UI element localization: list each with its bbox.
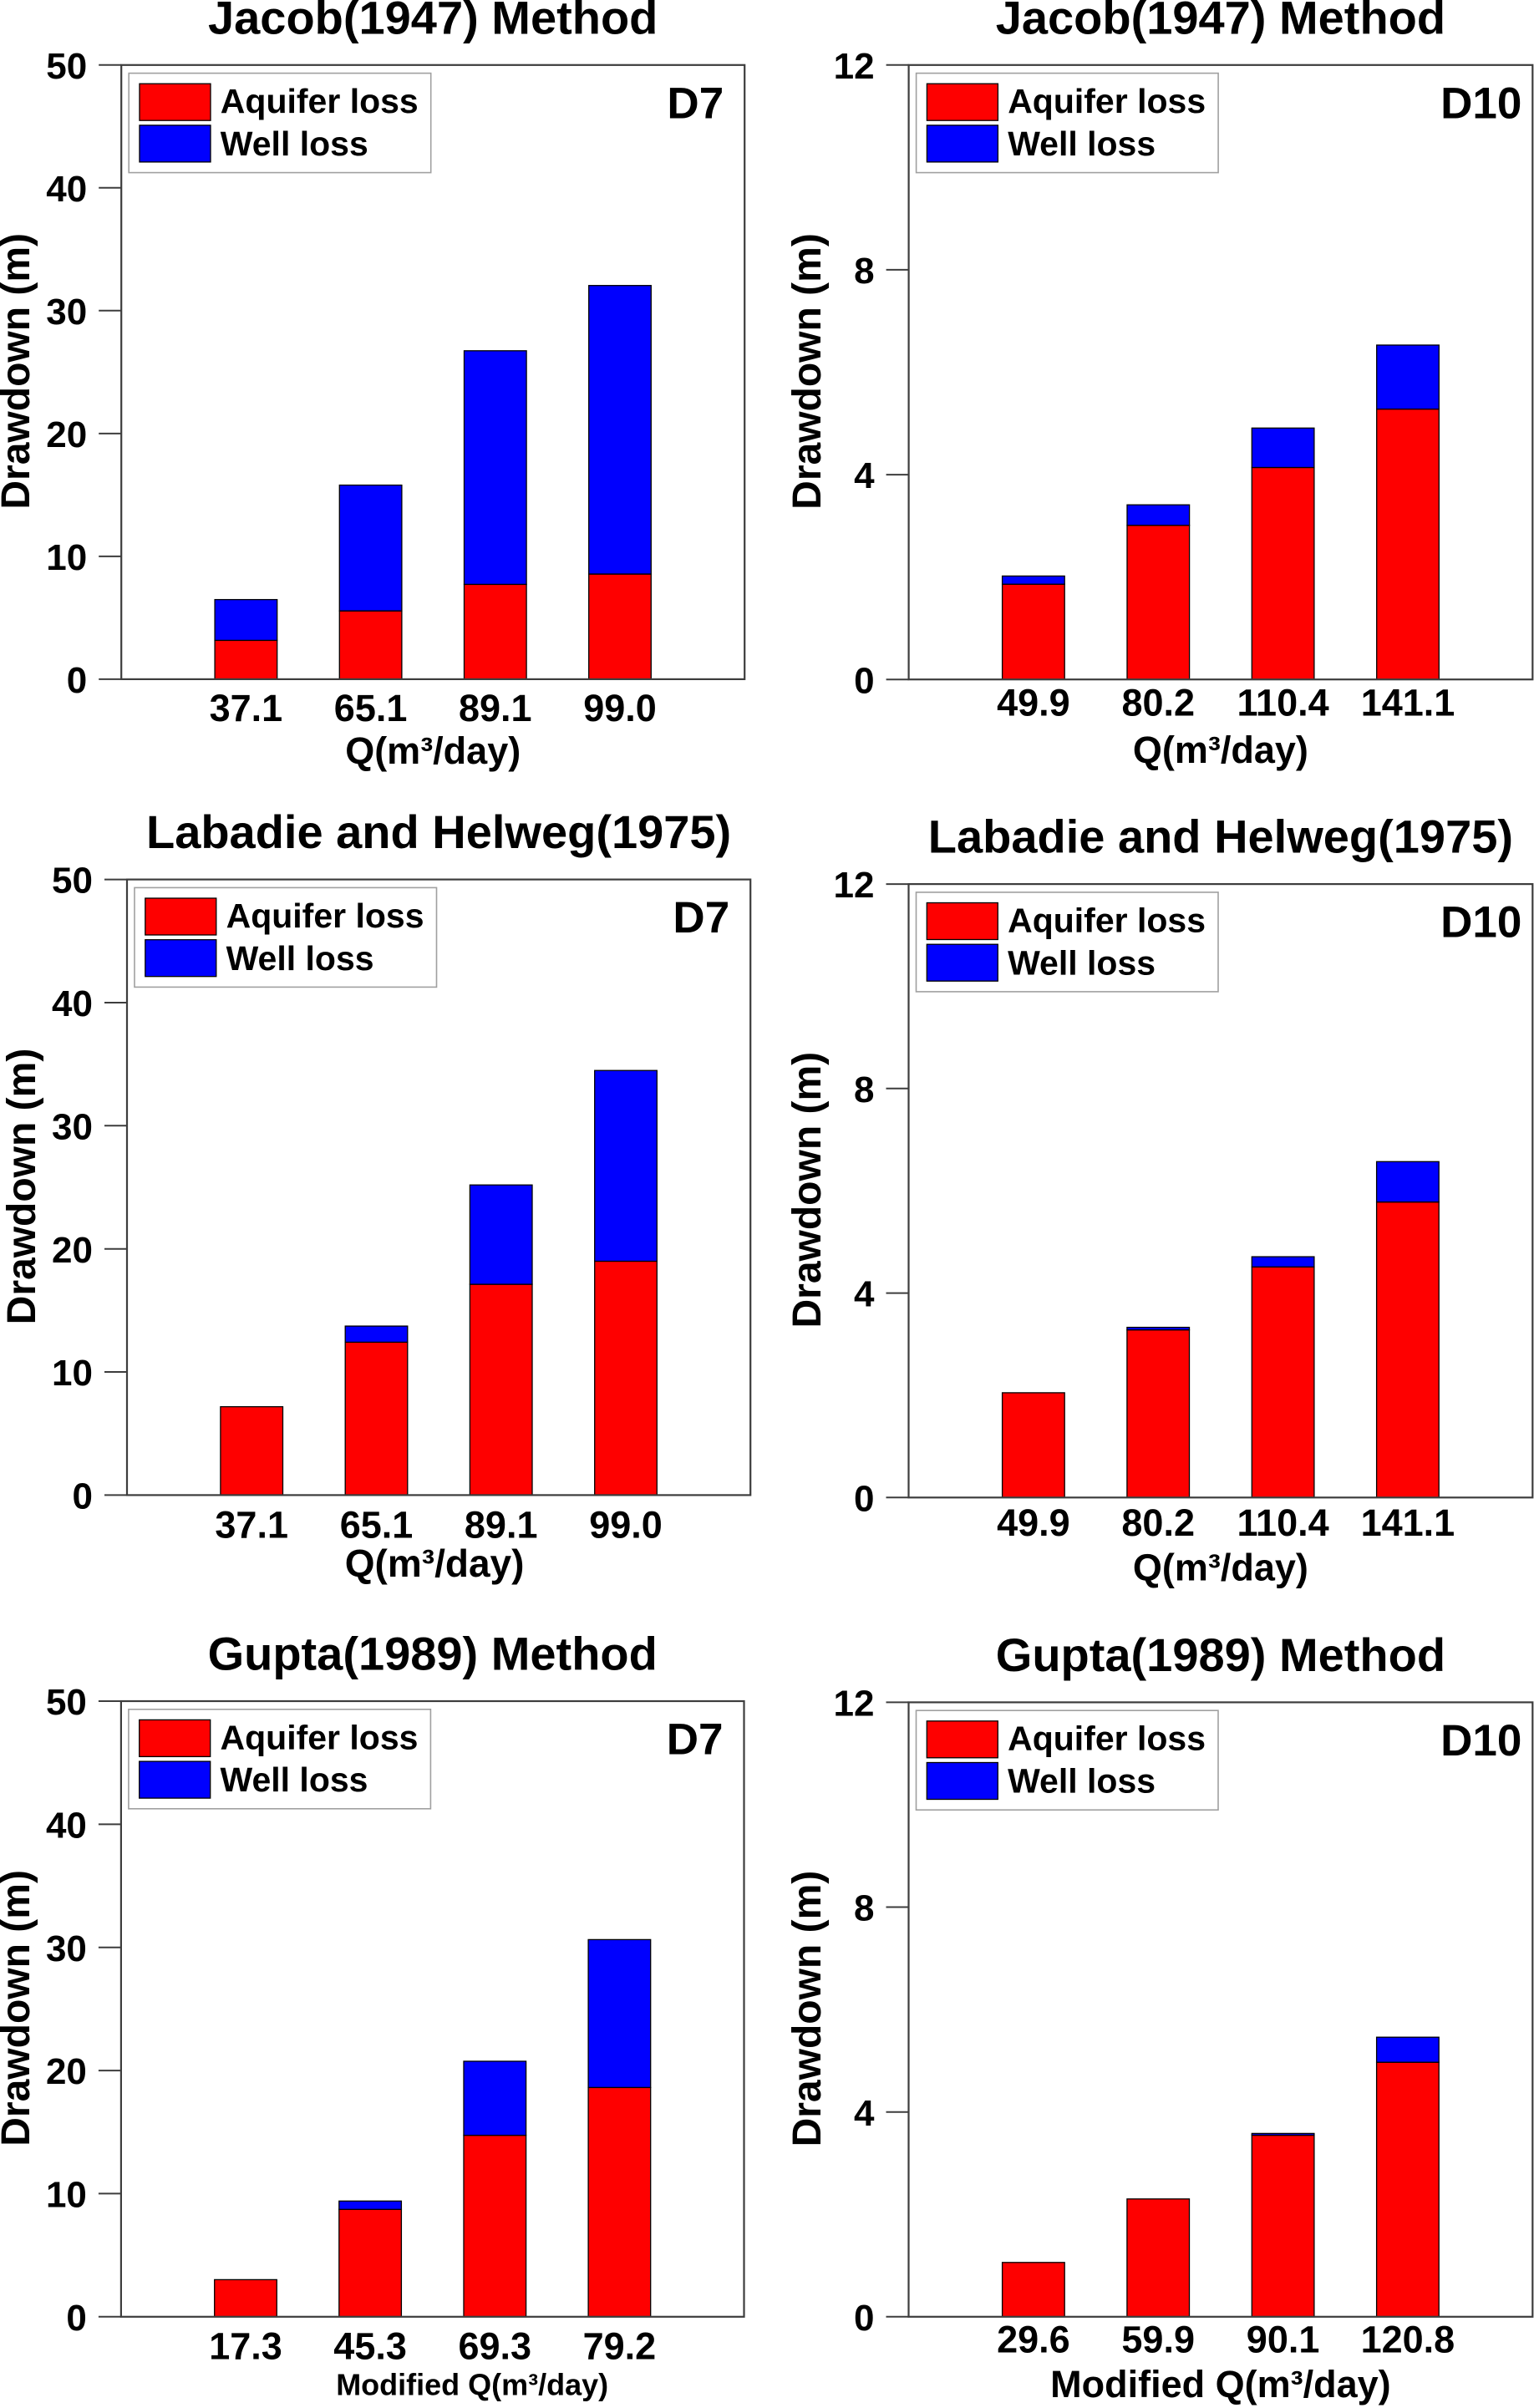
svg-text:4: 4	[854, 455, 875, 496]
svg-text:20: 20	[46, 414, 87, 455]
svg-text:10: 10	[52, 1353, 93, 1394]
svg-text:89.1: 89.1	[465, 1503, 538, 1546]
svg-text:8: 8	[854, 1888, 874, 1929]
svg-text:89.1: 89.1	[459, 687, 532, 729]
svg-text:Q(m³/day): Q(m³/day)	[345, 1542, 525, 1585]
svg-text:D7: D7	[673, 893, 729, 942]
svg-text:29.6: 29.6	[997, 2318, 1070, 2360]
svg-text:Aquifer loss: Aquifer loss	[1008, 1720, 1206, 1758]
svg-text:Well loss: Well loss	[221, 1760, 368, 1799]
svg-text:Aquifer loss: Aquifer loss	[226, 897, 424, 935]
svg-text:12: 12	[834, 1684, 875, 1725]
svg-text:141.1: 141.1	[1361, 1501, 1455, 1544]
svg-text:0: 0	[854, 660, 874, 701]
svg-text:D10: D10	[1440, 898, 1521, 947]
svg-text:90.1: 90.1	[1247, 2318, 1320, 2360]
svg-text:0: 0	[854, 1478, 874, 1519]
svg-text:8: 8	[854, 251, 874, 292]
svg-text:40: 40	[52, 983, 93, 1024]
svg-text:12: 12	[834, 46, 875, 87]
svg-text:65.1: 65.1	[334, 687, 408, 729]
svg-text:8: 8	[854, 1069, 874, 1110]
svg-text:10: 10	[46, 2175, 87, 2216]
svg-text:Labadie and Helweg(1975): Labadie and Helweg(1975)	[146, 805, 731, 858]
svg-text:40: 40	[46, 169, 87, 210]
svg-text:Well loss: Well loss	[221, 124, 368, 163]
svg-text:40: 40	[46, 1806, 87, 1847]
svg-text:Drawdown (m): Drawdown (m)	[0, 1870, 38, 2146]
svg-text:4: 4	[854, 1274, 875, 1315]
svg-text:Aquifer loss: Aquifer loss	[1008, 901, 1206, 939]
svg-text:99.0: 99.0	[583, 687, 657, 729]
svg-text:Labadie and Helweg(1975): Labadie and Helweg(1975)	[928, 810, 1513, 863]
svg-text:Aquifer loss: Aquifer loss	[1008, 82, 1206, 120]
svg-text:141.1: 141.1	[1361, 682, 1455, 724]
svg-text:50: 50	[46, 46, 87, 87]
svg-text:99.0: 99.0	[589, 1503, 663, 1546]
svg-text:0: 0	[66, 2298, 86, 2339]
svg-text:17.3: 17.3	[209, 2324, 282, 2367]
svg-text:D10: D10	[1440, 1716, 1521, 1765]
svg-text:Drawdown (m): Drawdown (m)	[785, 1052, 830, 1328]
svg-text:Drawdown (m): Drawdown (m)	[785, 233, 830, 510]
svg-text:12: 12	[834, 865, 875, 906]
svg-text:Well loss: Well loss	[1008, 943, 1156, 982]
svg-text:65.1: 65.1	[340, 1503, 414, 1546]
svg-text:30: 30	[46, 292, 87, 333]
svg-text:Gupta(1989) Method: Gupta(1989) Method	[208, 1628, 658, 1680]
svg-text:10: 10	[46, 537, 87, 578]
svg-text:Q(m³/day): Q(m³/day)	[345, 729, 521, 772]
svg-text:80.2: 80.2	[1122, 682, 1196, 724]
svg-text:110.4: 110.4	[1237, 1501, 1329, 1544]
svg-text:30: 30	[46, 1928, 87, 1969]
svg-text:69.3: 69.3	[459, 2324, 532, 2367]
svg-text:0: 0	[73, 1476, 93, 1517]
svg-text:Gupta(1989) Method: Gupta(1989) Method	[996, 1628, 1445, 1681]
svg-text:0: 0	[67, 660, 87, 701]
svg-text:Well loss: Well loss	[226, 939, 374, 978]
svg-text:Q(m³/day): Q(m³/day)	[1133, 729, 1308, 771]
svg-text:45.3: 45.3	[333, 2324, 407, 2367]
svg-text:Jacob(1947) Method: Jacob(1947) Method	[996, 0, 1445, 43]
svg-text:Aquifer loss: Aquifer loss	[221, 82, 419, 120]
svg-text:59.9: 59.9	[1121, 2318, 1195, 2360]
svg-text:D7: D7	[667, 1715, 724, 1765]
svg-text:Drawdown (m): Drawdown (m)	[0, 1049, 44, 1325]
svg-text:D10: D10	[1440, 79, 1521, 128]
svg-text:120.8: 120.8	[1361, 2318, 1455, 2360]
svg-text:D7: D7	[667, 79, 724, 128]
svg-text:49.9: 49.9	[997, 1501, 1070, 1544]
svg-text:Q(m³/day): Q(m³/day)	[1133, 1546, 1308, 1588]
svg-text:Modified Q(m³/day): Modified Q(m³/day)	[336, 2368, 608, 2402]
svg-text:Drawdown (m): Drawdown (m)	[0, 233, 38, 510]
svg-text:80.2: 80.2	[1121, 1501, 1195, 1544]
svg-text:Well loss: Well loss	[1008, 1762, 1156, 1801]
svg-text:37.1: 37.1	[215, 1503, 288, 1546]
svg-text:20: 20	[46, 2051, 87, 2092]
svg-text:0: 0	[854, 2298, 874, 2339]
svg-text:Aquifer loss: Aquifer loss	[221, 1718, 419, 1756]
svg-text:20: 20	[52, 1230, 93, 1271]
svg-text:79.2: 79.2	[583, 2324, 657, 2367]
svg-text:50: 50	[46, 1682, 87, 1723]
svg-text:Drawdown (m): Drawdown (m)	[785, 1871, 830, 2147]
svg-text:37.1: 37.1	[210, 687, 283, 729]
svg-text:110.4: 110.4	[1237, 682, 1329, 724]
svg-text:Well loss: Well loss	[1008, 124, 1156, 163]
svg-text:Jacob(1947) Method: Jacob(1947) Method	[208, 0, 658, 43]
svg-text:4: 4	[854, 2093, 875, 2134]
svg-text:49.9: 49.9	[997, 682, 1070, 724]
svg-text:30: 30	[52, 1106, 93, 1147]
svg-text:50: 50	[52, 861, 93, 902]
svg-text:Modified Q(m³/day): Modified Q(m³/day)	[1050, 2363, 1390, 2405]
